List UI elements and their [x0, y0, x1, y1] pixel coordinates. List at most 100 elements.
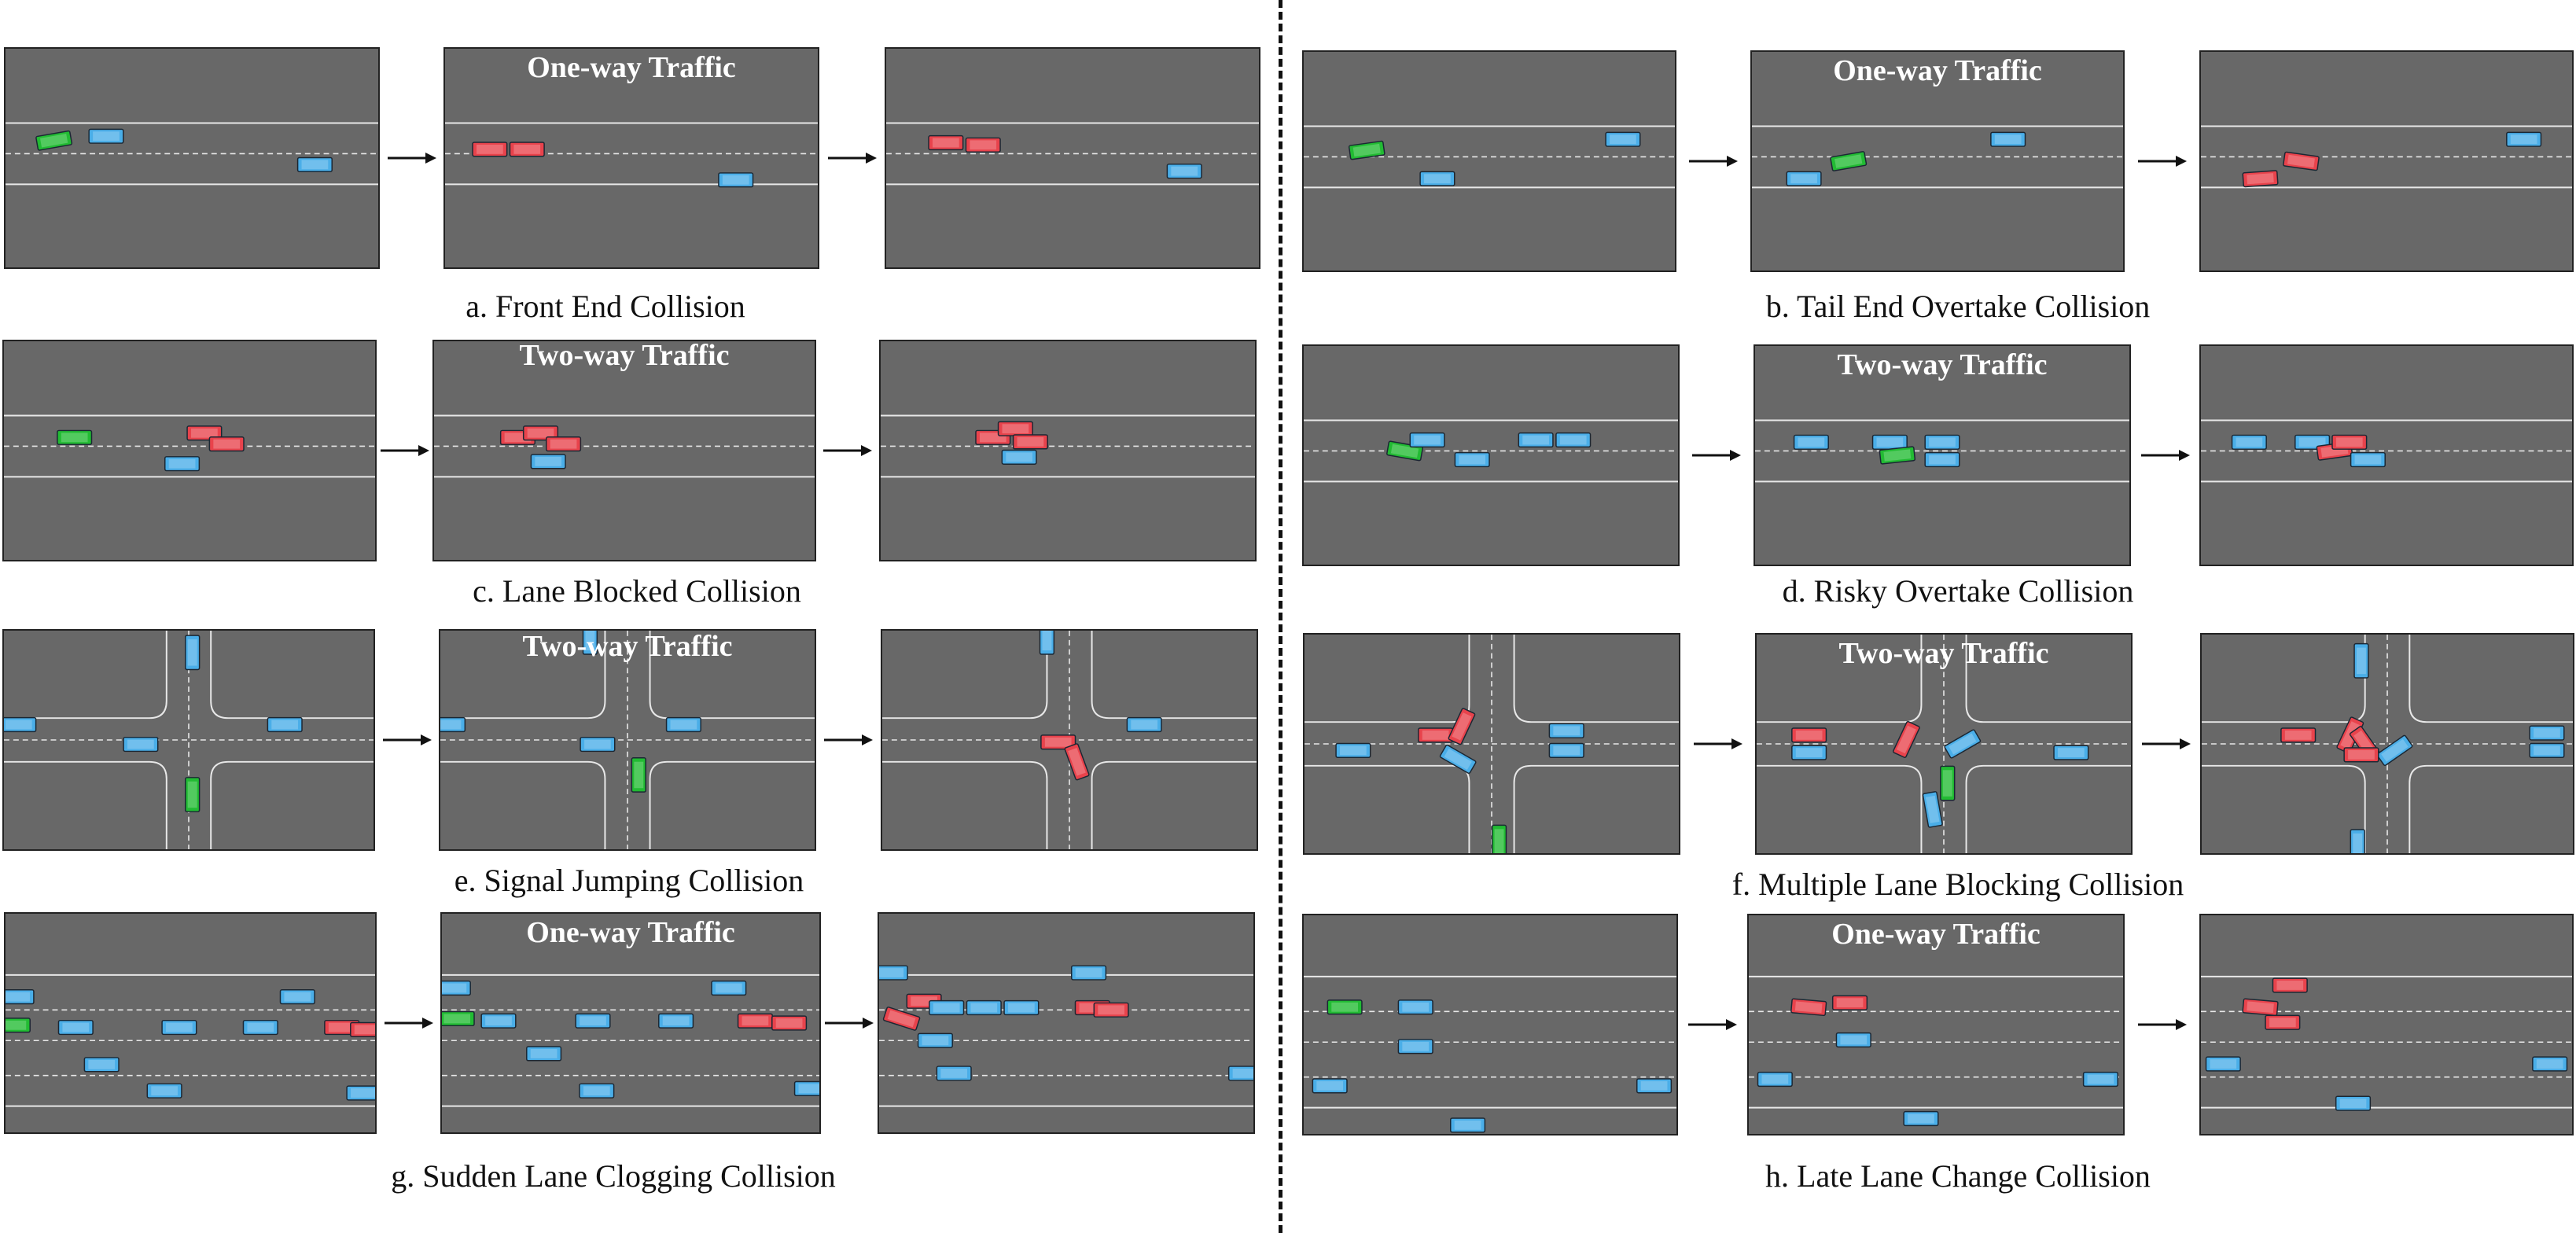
collided-vehicle — [2283, 151, 2320, 171]
sequence-arrow — [1692, 447, 1741, 463]
collided-vehicle — [1064, 743, 1090, 781]
collided-vehicle — [997, 421, 1033, 436]
road-scene — [2202, 635, 2573, 853]
road-scene — [2201, 975, 2572, 1111]
collided-vehicle — [1040, 734, 1076, 750]
blue-vehicle — [6, 989, 35, 1005]
blue-vehicle — [83, 1057, 120, 1073]
blue-vehicle — [2053, 745, 2089, 760]
blue-vehicle — [242, 1019, 278, 1036]
collided-vehicle — [350, 1021, 375, 1037]
scenario-h-caption: h. Late Lane Change Collision — [1765, 1158, 2151, 1194]
traffic-type-label: One-way Traffic — [527, 51, 736, 84]
blue-vehicle — [2350, 451, 2386, 468]
blue-vehicle — [2353, 642, 2369, 679]
ego-vehicle — [35, 130, 73, 151]
scenario-a-caption: a. Front End Collision — [466, 289, 745, 324]
sequence-arrow — [823, 443, 872, 458]
blue-vehicle — [718, 172, 754, 188]
collided-vehicle — [1892, 720, 1920, 758]
scenario-f-frame-1 — [1303, 633, 1680, 855]
blue-vehicle — [1757, 1071, 1793, 1088]
blue-vehicle — [1397, 1039, 1433, 1054]
center-divider — [1279, 0, 1282, 1233]
blue-vehicle — [1903, 1110, 1939, 1127]
blue-vehicle — [2082, 1071, 2119, 1088]
blue-vehicle — [1312, 1078, 1348, 1094]
traffic-type-label: Two-way Traffic — [519, 340, 730, 372]
blue-vehicle — [4, 716, 37, 733]
blue-vehicle — [665, 716, 701, 733]
scenario-d-caption: d. Risky Overtake Collision — [1782, 573, 2134, 609]
blue-vehicle — [1335, 742, 1371, 758]
road-scene — [1749, 975, 2123, 1127]
scenario-e-frame-1 — [2, 629, 375, 851]
blue-vehicle — [1871, 434, 1908, 450]
sequence-arrow — [380, 443, 429, 458]
blue-vehicle — [1944, 729, 1982, 759]
scenario-h-frame-3 — [2199, 914, 2574, 1135]
blue-vehicle — [146, 1083, 182, 1099]
road-scene — [2201, 125, 2572, 189]
blue-vehicle — [580, 736, 616, 753]
blue-vehicle — [1990, 131, 2026, 147]
blue-vehicle — [1126, 716, 1162, 733]
scenario-a-frame-1 — [4, 47, 380, 269]
blue-vehicle — [1439, 744, 1477, 775]
scenario-c-frame-2: Two-way Traffic — [432, 340, 816, 561]
blue-vehicle — [526, 1046, 562, 1062]
ego-vehicle — [1327, 999, 1363, 1015]
collided-vehicle — [771, 1015, 808, 1031]
blue-vehicle — [1227, 1066, 1253, 1081]
blue-vehicle — [123, 736, 159, 753]
blue-vehicle — [442, 980, 471, 996]
traffic-type-label: One-way Traffic — [526, 916, 735, 949]
blue-vehicle — [480, 1013, 517, 1029]
blue-vehicle — [1793, 434, 1829, 450]
scenario-d-frame-1 — [1302, 344, 1680, 566]
blue-vehicle — [2376, 734, 2413, 767]
blue-vehicle — [1924, 434, 1960, 450]
sequence-arrow — [2142, 736, 2191, 752]
road-scene — [1305, 635, 1679, 853]
blue-vehicle — [793, 1080, 819, 1097]
collided-vehicle — [2242, 998, 2279, 1017]
scenario-c-frame-1 — [2, 340, 377, 561]
sequence-arrow — [824, 732, 873, 748]
road-scene — [442, 974, 819, 1107]
blue-vehicle — [1555, 432, 1592, 448]
blue-vehicle — [57, 1019, 94, 1036]
blue-vehicle — [1039, 631, 1055, 655]
scenario-f-frame-2: Two-way Traffic — [1755, 633, 2133, 855]
blue-vehicle — [1922, 791, 1943, 828]
blue-vehicle — [2529, 725, 2565, 741]
sequence-arrow — [387, 150, 436, 166]
blue-vehicle — [2335, 1095, 2372, 1111]
scenario-b-frame-2: One-way Traffic — [1750, 50, 2125, 272]
scenario-a-frame-2: One-way Traffic — [443, 47, 819, 269]
ego-vehicle — [1491, 824, 1507, 853]
blue-vehicle — [2231, 434, 2267, 450]
collided-vehicle — [2343, 747, 2379, 763]
road-scene — [1755, 419, 2129, 483]
road-scene — [445, 122, 818, 188]
blue-vehicle — [579, 1083, 615, 1099]
collided-vehicle — [2242, 170, 2279, 188]
blue-vehicle — [2532, 1056, 2568, 1072]
blue-vehicle — [1605, 131, 1641, 147]
blue-vehicle — [296, 156, 333, 172]
scenario-g-frame-3 — [878, 912, 1255, 1134]
blue-vehicle — [279, 989, 315, 1005]
blue-vehicle — [1003, 999, 1040, 1016]
collided-vehicle — [472, 142, 508, 157]
blue-vehicle — [2506, 131, 2542, 147]
collided-vehicle — [1790, 998, 1827, 1017]
blue-vehicle — [879, 965, 908, 981]
road-scene — [6, 974, 375, 1107]
collided-vehicle — [2265, 1014, 2301, 1030]
sequence-arrow — [2140, 447, 2190, 463]
collided-vehicle — [1831, 995, 1868, 1010]
blue-vehicle — [1166, 164, 1202, 179]
road-scene — [881, 414, 1255, 478]
collided-vehicle — [1418, 727, 1454, 743]
